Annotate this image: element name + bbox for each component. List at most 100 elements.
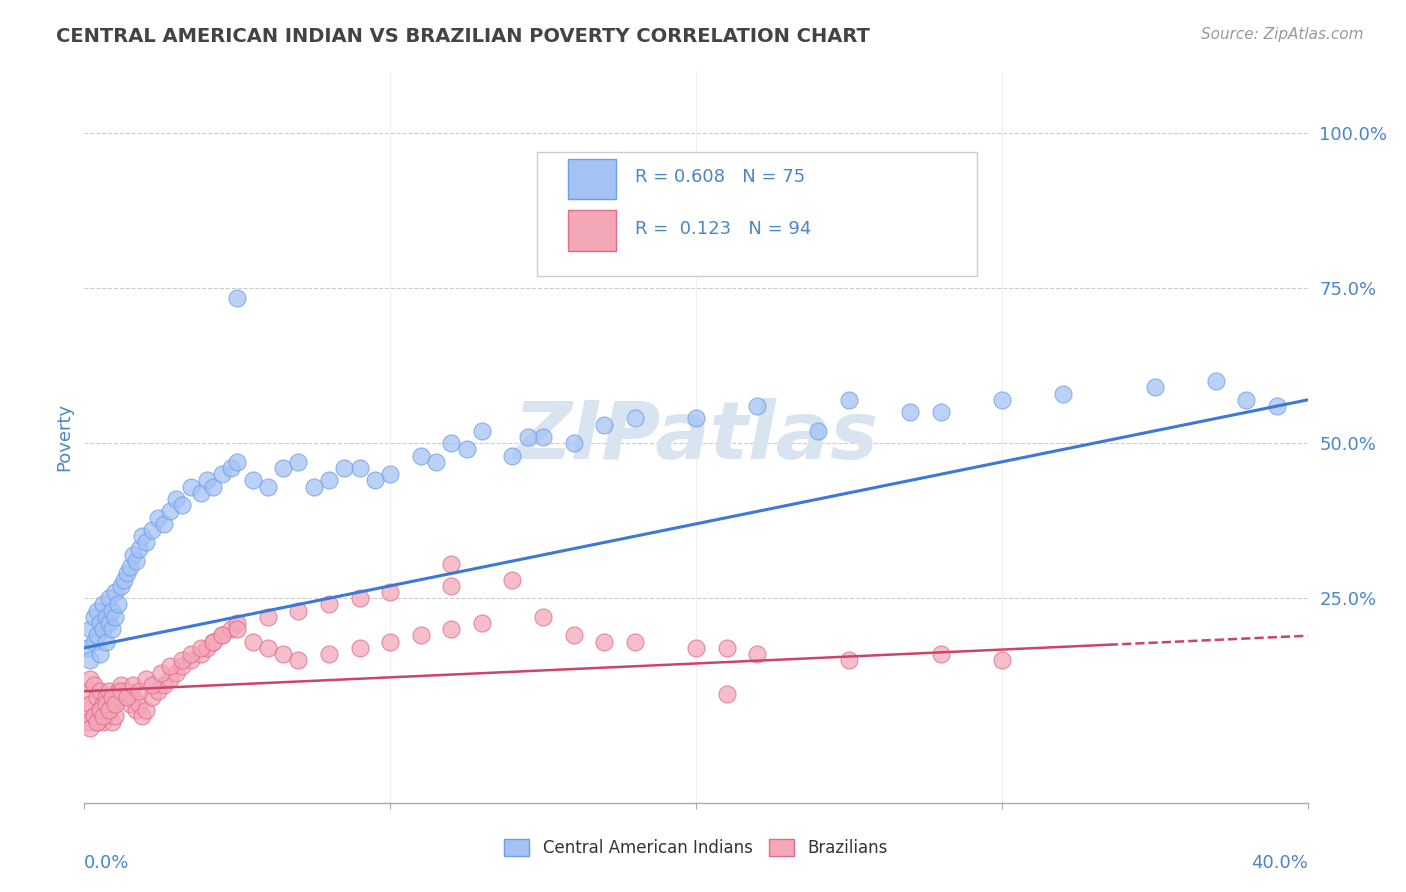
Point xyxy=(287,455,309,469)
Point xyxy=(440,557,463,571)
Point xyxy=(110,684,132,698)
Point xyxy=(716,687,738,701)
Point xyxy=(287,653,309,667)
Point xyxy=(219,461,242,475)
Point xyxy=(190,640,212,655)
Point xyxy=(76,640,98,655)
Point xyxy=(380,585,402,599)
Point xyxy=(97,684,120,698)
Point xyxy=(516,430,538,444)
Point xyxy=(128,684,150,698)
Point xyxy=(242,634,264,648)
Point xyxy=(271,647,294,661)
Point xyxy=(172,653,194,667)
Point xyxy=(531,610,554,624)
Point xyxy=(716,640,738,655)
Text: 40.0%: 40.0% xyxy=(1251,854,1308,872)
Point xyxy=(159,504,181,518)
Point xyxy=(440,436,463,450)
Point xyxy=(349,591,371,606)
Point xyxy=(159,659,181,673)
Point xyxy=(1205,374,1227,388)
Point xyxy=(91,697,114,711)
Point xyxy=(141,678,163,692)
Point xyxy=(562,436,585,450)
Point xyxy=(94,709,117,723)
Point xyxy=(76,684,98,698)
Point xyxy=(79,672,101,686)
Point xyxy=(101,690,124,705)
Point xyxy=(115,566,138,581)
Text: R = 0.608   N = 75: R = 0.608 N = 75 xyxy=(636,169,806,186)
Point xyxy=(226,291,249,305)
Point xyxy=(115,684,138,698)
Point xyxy=(838,392,860,407)
Point xyxy=(104,709,127,723)
Point xyxy=(409,449,432,463)
Point xyxy=(502,449,524,463)
Point xyxy=(211,467,233,482)
Point xyxy=(364,474,387,488)
Point xyxy=(531,430,554,444)
Point xyxy=(172,659,194,673)
Point xyxy=(120,560,142,574)
Point xyxy=(593,634,616,648)
Point xyxy=(128,697,150,711)
Point xyxy=(172,498,194,512)
Point xyxy=(318,647,340,661)
Point xyxy=(165,491,187,506)
Point xyxy=(226,622,249,636)
Point xyxy=(91,622,114,636)
Point xyxy=(97,703,120,717)
Point xyxy=(89,703,111,717)
Point xyxy=(141,523,163,537)
Point xyxy=(86,715,108,730)
Point xyxy=(146,684,169,698)
Point xyxy=(440,622,463,636)
Point xyxy=(120,697,142,711)
Point xyxy=(125,554,148,568)
Point xyxy=(79,697,101,711)
Point xyxy=(110,678,132,692)
Point xyxy=(76,715,98,730)
Point xyxy=(86,690,108,705)
Point xyxy=(747,647,769,661)
Point xyxy=(1265,399,1288,413)
Point xyxy=(125,703,148,717)
Point xyxy=(409,628,432,642)
Point xyxy=(89,684,111,698)
Point xyxy=(76,703,98,717)
Point xyxy=(135,672,157,686)
Point xyxy=(89,703,111,717)
Point xyxy=(211,628,233,642)
Point xyxy=(271,461,294,475)
Point xyxy=(380,634,402,648)
Point xyxy=(94,697,117,711)
Point xyxy=(97,591,120,606)
Point xyxy=(107,598,129,612)
Point xyxy=(101,622,124,636)
Point xyxy=(440,579,463,593)
Point xyxy=(91,598,114,612)
FancyBboxPatch shape xyxy=(568,211,616,251)
Point xyxy=(242,474,264,488)
Point xyxy=(624,411,647,425)
Point xyxy=(101,697,124,711)
Point xyxy=(122,678,145,692)
Text: 0.0%: 0.0% xyxy=(84,854,129,872)
Point xyxy=(94,634,117,648)
Point xyxy=(302,480,325,494)
Point xyxy=(226,615,249,630)
Point xyxy=(685,640,707,655)
Point xyxy=(153,678,176,692)
Text: CENTRAL AMERICAN INDIAN VS BRAZILIAN POVERTY CORRELATION CHART: CENTRAL AMERICAN INDIAN VS BRAZILIAN POV… xyxy=(56,27,870,45)
Point xyxy=(257,480,280,494)
Point xyxy=(128,541,150,556)
Point xyxy=(257,640,280,655)
Point xyxy=(94,690,117,705)
Point xyxy=(91,709,114,723)
Point xyxy=(838,653,860,667)
Point xyxy=(79,653,101,667)
Point xyxy=(287,604,309,618)
Point xyxy=(86,628,108,642)
